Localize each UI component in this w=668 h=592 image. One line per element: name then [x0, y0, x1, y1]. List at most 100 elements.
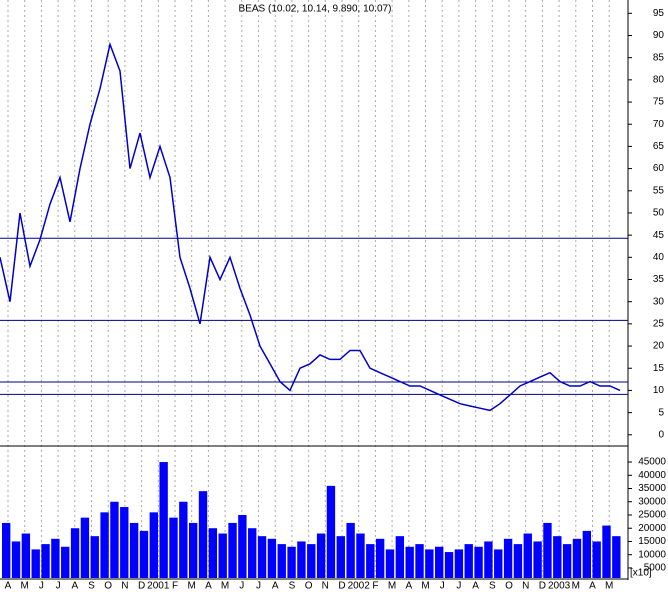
x-tick-label: N	[121, 581, 128, 592]
y-tick-label: 70	[653, 119, 665, 130]
x-tick-label: A	[405, 581, 412, 592]
volume-bar	[385, 549, 395, 578]
volume-bar	[435, 546, 444, 578]
y-tick-label: 25	[653, 319, 665, 330]
x-tick-label: O	[104, 581, 112, 592]
y-tick-label: 30	[653, 296, 665, 307]
x-tick-label: S	[289, 581, 296, 592]
volume-bar	[11, 541, 21, 578]
volume-bar	[553, 536, 562, 578]
y-tick-label: 20000	[638, 523, 666, 534]
x-tick-label: 2001	[147, 581, 170, 592]
x-tick-label: O	[505, 581, 513, 592]
volume-bar	[51, 538, 60, 578]
volume-bar	[188, 522, 198, 578]
y-tick-label: 5000	[644, 563, 667, 574]
volume-bar	[31, 549, 40, 578]
x-tick-label: A	[472, 581, 479, 592]
x-tick-label: J	[440, 581, 445, 592]
volume-bar	[179, 501, 188, 578]
volume-bar	[523, 533, 532, 578]
volume-bar	[208, 528, 218, 578]
x-tick-label: M	[605, 581, 613, 592]
volume-bar	[169, 517, 178, 578]
y-tick-label: 10	[653, 385, 665, 396]
volume-bar	[307, 544, 316, 578]
y-tick-label: 0	[658, 429, 664, 440]
volume-bar	[543, 522, 552, 578]
volume-bar	[70, 528, 80, 578]
x-tick-label: J	[56, 581, 61, 592]
y-tick-label: 15000	[638, 536, 666, 547]
volume-bar	[287, 546, 296, 578]
volume-bar	[228, 522, 237, 578]
x-tick-label: J	[456, 581, 461, 592]
volume-bar	[100, 512, 109, 578]
volume-bar	[602, 525, 611, 578]
x-tick-label: M	[421, 581, 429, 592]
volume-bar	[248, 528, 257, 578]
y-tick-label: 40000	[638, 470, 666, 481]
x-tick-label: J	[256, 581, 261, 592]
volume-bar	[316, 533, 326, 578]
x-tick-label: A	[272, 581, 279, 592]
y-tick-label: 55	[653, 185, 665, 196]
volume-bar	[238, 514, 247, 578]
y-tick-label: 35000	[638, 483, 666, 494]
volume-bar	[405, 546, 414, 578]
y-tick-label: 80	[653, 75, 665, 86]
volume-bar	[41, 544, 50, 578]
x-tick-label: S	[88, 581, 95, 592]
volume-bar	[326, 485, 336, 578]
volume-bar	[366, 544, 375, 578]
x-tick-label: M	[221, 581, 229, 592]
x-tick-label: O	[305, 581, 313, 592]
x-tick-label: A	[205, 581, 212, 592]
x-tick-label: M	[388, 581, 396, 592]
x-tick-label: A	[71, 581, 78, 592]
price-line	[0, 41, 621, 412]
y-tick-label: 30000	[638, 496, 666, 507]
volume-bar	[356, 533, 365, 578]
y-tick-label: 45	[653, 230, 665, 241]
x-tick-label: D	[338, 581, 345, 592]
x-tick-label: N	[322, 581, 329, 592]
volume-bar	[2, 522, 11, 578]
volume-bar	[90, 536, 99, 578]
volume-bar	[494, 549, 503, 578]
x-tick-label: S	[489, 581, 496, 592]
volume-bar	[120, 507, 129, 578]
volume-bar	[149, 512, 158, 578]
y-tick-label: 5	[658, 407, 664, 418]
volume-bar	[572, 538, 582, 578]
volume-bar	[484, 541, 493, 578]
volume-bar	[415, 544, 424, 578]
x-tick-label: D	[138, 581, 145, 592]
volume-bar	[395, 536, 405, 578]
y-tick-label: 65	[653, 141, 665, 152]
volume-bar	[277, 544, 286, 578]
x-tick-label: 2003	[548, 581, 571, 592]
x-tick-label: J	[39, 581, 44, 592]
volume-bar	[257, 536, 267, 578]
volume-bar	[425, 549, 434, 578]
y-tick-label: 75	[653, 97, 665, 108]
volume-bar	[612, 536, 621, 578]
volume-bar	[346, 522, 355, 578]
y-tick-label: 35	[653, 274, 665, 285]
x-tick-label: M	[572, 581, 580, 592]
y-tick-label: 50	[653, 208, 665, 219]
volume-bar	[61, 546, 70, 578]
y-tick-label: 40	[653, 252, 665, 263]
volume-bar	[110, 501, 119, 578]
y-tick-label: 60	[653, 163, 665, 174]
y-tick-label: 25000	[638, 510, 666, 521]
volume-bar	[474, 546, 483, 578]
x-tick-label: F	[172, 581, 178, 592]
volume-bar	[21, 533, 31, 578]
volume-bar	[503, 538, 513, 578]
volume-bar	[592, 541, 601, 578]
volume-bar	[464, 544, 473, 578]
volume-bar	[375, 538, 385, 578]
volume-bar	[336, 536, 345, 578]
